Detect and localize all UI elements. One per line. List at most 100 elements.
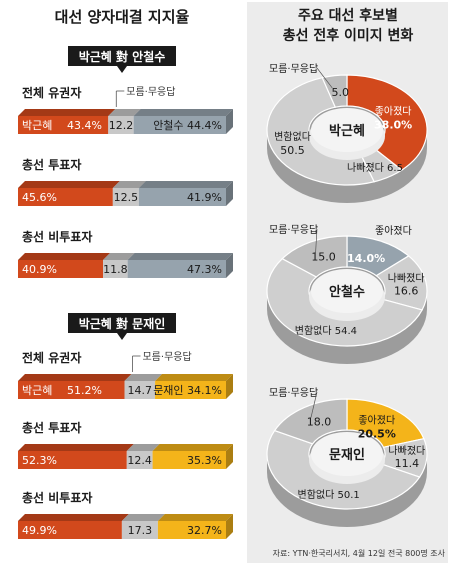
- bar-segment-side: [226, 444, 233, 469]
- slice-name-label: 변함없다: [274, 130, 311, 143]
- bar-segment: [18, 521, 122, 539]
- bar-value-label: 47.3%: [187, 263, 222, 276]
- bar-segment-top: [18, 253, 111, 260]
- right-title-line2: 총선 전후 이미지 변화: [283, 27, 414, 44]
- bar-segment: [108, 116, 134, 134]
- slice-name-label: 나빠졌다: [388, 271, 425, 284]
- bar-segment-top: [152, 444, 233, 451]
- bar-segment: [18, 116, 109, 134]
- bar-segment-top: [127, 253, 233, 260]
- bar-value-label: 17.3: [128, 524, 153, 537]
- bar-segment: [126, 451, 153, 469]
- bar-value-label: 32.7%: [187, 524, 222, 537]
- bar-segment-top: [103, 253, 135, 260]
- slice-name-label: 모름·무응답: [269, 387, 318, 399]
- category-label: 총선 투표자: [22, 420, 81, 435]
- slice-value-label: 5.0: [331, 86, 349, 99]
- source-note: 자료: YTN·한국리서치, 4월 12일 전국 800명 조사: [273, 548, 446, 558]
- slice-value-label: 50.5: [280, 144, 305, 157]
- bar-segment: [138, 188, 226, 206]
- slice-value-label: 20.5%: [358, 428, 396, 441]
- bar-segment-top: [18, 374, 132, 381]
- bar-value-label: 35.3%: [187, 454, 222, 467]
- category-label: 총선 비투표자: [22, 490, 92, 505]
- bar-segment: [18, 260, 104, 278]
- bar-segment-top: [124, 374, 163, 381]
- bar-segment-top: [112, 181, 146, 188]
- bar-segment: [155, 381, 226, 399]
- bar-segment: [152, 451, 226, 469]
- matchup-title: 박근혜 對 안철수: [79, 49, 166, 64]
- bar-segment-top: [18, 109, 116, 116]
- bar-segment-side: [226, 374, 233, 399]
- bar-segment-top: [121, 514, 165, 521]
- bar-value-label: 43.4%: [67, 119, 102, 132]
- pie-slice: [281, 235, 348, 278]
- bar-value-label: 12.2: [109, 119, 134, 132]
- bar-segment: [157, 521, 226, 539]
- bar-value-label: 14.7: [128, 384, 153, 397]
- slice-value-label: 16.6: [394, 284, 419, 297]
- matchup-title-pointer: [117, 333, 127, 340]
- slice-name-label: 변함없다 50.1: [298, 488, 360, 501]
- bar-segment-top: [157, 514, 233, 521]
- bar-segment: [112, 188, 139, 206]
- slice-name-label: 변함없다 54.4: [295, 324, 357, 337]
- bar-value-label: 52.3%: [22, 454, 57, 467]
- donut-hole-top: [311, 432, 383, 476]
- bar-segment-top: [138, 181, 233, 188]
- bar-value-label: 안철수 44.4%: [153, 119, 222, 132]
- slice-leader-line: [315, 228, 318, 253]
- slice-name-label: 모름·무응답: [269, 63, 318, 75]
- bar-value-label: 문재인 34.1%: [153, 384, 222, 397]
- bar-series-name: 박근혜: [22, 384, 52, 397]
- slice-value-label: 18.0: [307, 415, 332, 428]
- bar-segment-top: [133, 109, 233, 116]
- bar-series-name: 박근혜: [22, 119, 52, 132]
- bar-segment: [124, 381, 156, 399]
- bar-segment-top: [18, 444, 134, 451]
- slice-leader-line: [316, 67, 333, 89]
- bar-segment-side: [226, 514, 233, 539]
- bar-value-label: 11.8: [103, 263, 128, 276]
- bar-segment-top: [155, 374, 233, 381]
- slice-value-label: 11.4: [395, 457, 420, 470]
- bar-value-label: 41.9%: [187, 191, 222, 204]
- bar-value-label: 40.9%: [22, 263, 57, 276]
- right-title-line1: 주요 대선 후보별: [298, 7, 398, 24]
- slice-name-label: 나빠졌다: [388, 444, 425, 457]
- matchup-title-box: [68, 46, 176, 66]
- pie-slice: [346, 74, 428, 171]
- slice-name-label: 좋아졌다: [375, 224, 412, 237]
- legend-note: 모름·무응답: [126, 86, 175, 98]
- donut-center-label: 문재인: [329, 447, 365, 463]
- slice-value-label: 15.0: [311, 251, 336, 264]
- donut-center-label: 박근혜: [329, 123, 365, 139]
- bar-segment: [133, 116, 226, 134]
- donut-hole-top: [311, 269, 383, 313]
- legend-note: 모름·무응답: [142, 351, 191, 363]
- bar-segment: [103, 260, 128, 278]
- slice-leader-line: [310, 391, 318, 418]
- bar-value-label: 12.5: [114, 191, 139, 204]
- category-label: 총선 투표자: [22, 157, 81, 172]
- slice-name-label: 좋아졌다: [358, 414, 395, 427]
- bar-value-label: 45.6%: [22, 191, 57, 204]
- category-label: 총선 비투표자: [22, 229, 92, 244]
- bar-value-label: 12.4: [127, 454, 152, 467]
- donut-center-label: 안철수: [329, 284, 365, 300]
- bar-segment-top: [108, 109, 141, 116]
- bar-value-label: 49.9%: [22, 524, 57, 537]
- category-label: 전체 유권자: [22, 85, 81, 100]
- bar-segment-top: [18, 514, 129, 521]
- bar-segment: [18, 188, 113, 206]
- slice-value-label: 14.0%: [347, 252, 385, 265]
- bar-segment: [18, 451, 127, 469]
- category-label: 전체 유권자: [22, 350, 81, 365]
- left-title: 대선 양자대결 지지율: [55, 8, 190, 26]
